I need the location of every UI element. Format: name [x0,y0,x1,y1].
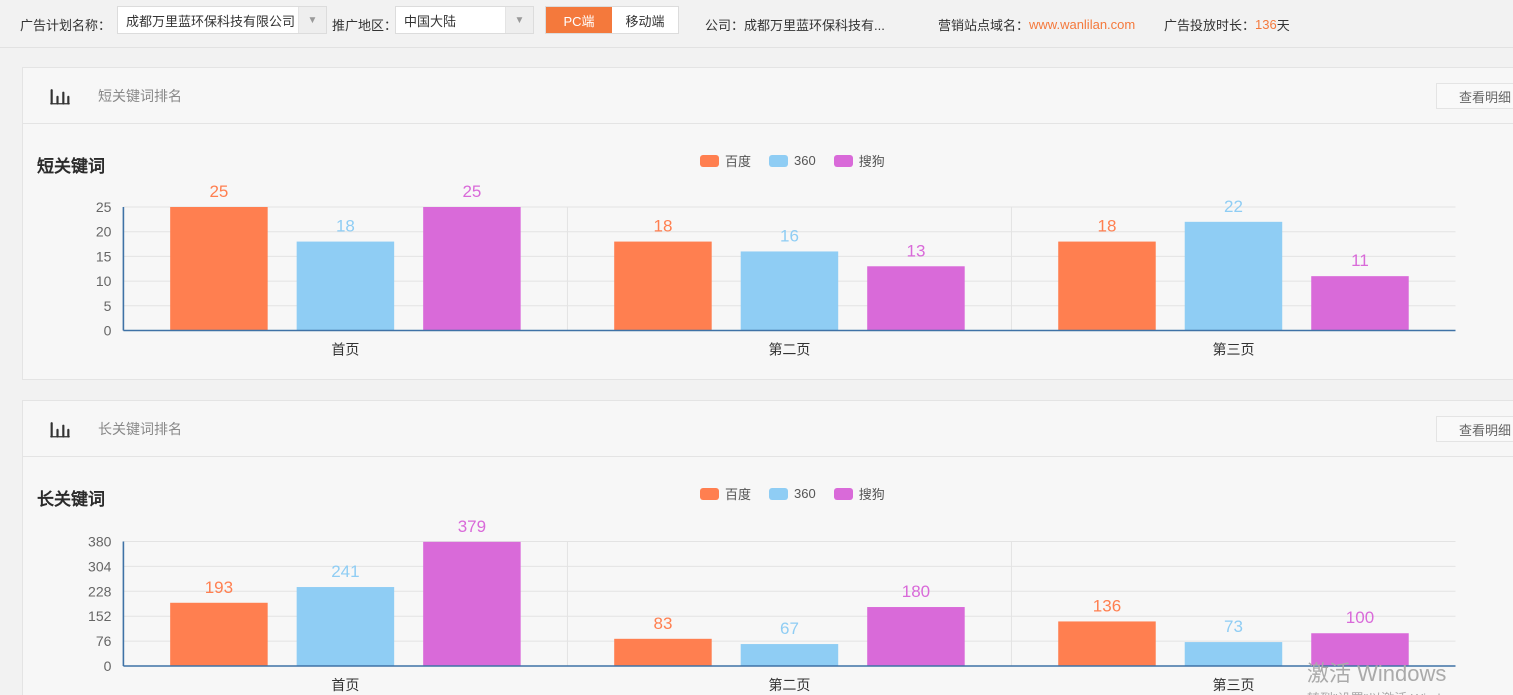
svg-text:379: 379 [458,517,486,536]
svg-text:136: 136 [1093,596,1121,615]
svg-text:第三页: 第三页 [1212,342,1254,358]
svg-text:第二页: 第二页 [768,677,810,693]
svg-text:20: 20 [96,224,112,240]
svg-text:22: 22 [1224,197,1243,216]
svg-text:0: 0 [104,323,112,339]
svg-text:76: 76 [96,633,112,649]
svg-text:0: 0 [104,658,112,674]
svg-text:25: 25 [96,199,112,215]
svg-text:首页: 首页 [331,342,359,358]
svg-text:380: 380 [88,534,112,550]
svg-text:100: 100 [1346,608,1374,627]
svg-text:13: 13 [906,241,925,260]
svg-text:228: 228 [88,583,112,599]
svg-text:第二页: 第二页 [768,342,810,358]
svg-text:25: 25 [209,182,228,201]
svg-text:第三页: 第三页 [1212,677,1254,693]
svg-text:首页: 首页 [331,677,359,693]
svg-text:18: 18 [336,217,355,236]
svg-text:10: 10 [96,273,112,289]
svg-text:83: 83 [653,614,672,633]
svg-text:67: 67 [780,619,799,638]
svg-text:18: 18 [653,217,672,236]
svg-text:193: 193 [205,578,233,597]
svg-text:152: 152 [88,608,112,624]
svg-text:73: 73 [1224,617,1243,636]
svg-text:25: 25 [462,182,481,201]
svg-text:15: 15 [96,248,112,264]
svg-text:241: 241 [331,562,359,581]
svg-text:16: 16 [780,226,799,245]
svg-text:11: 11 [1351,251,1369,270]
svg-text:18: 18 [1098,217,1117,236]
svg-text:180: 180 [902,582,930,601]
svg-text:304: 304 [88,558,112,574]
svg-text:5: 5 [104,298,112,314]
